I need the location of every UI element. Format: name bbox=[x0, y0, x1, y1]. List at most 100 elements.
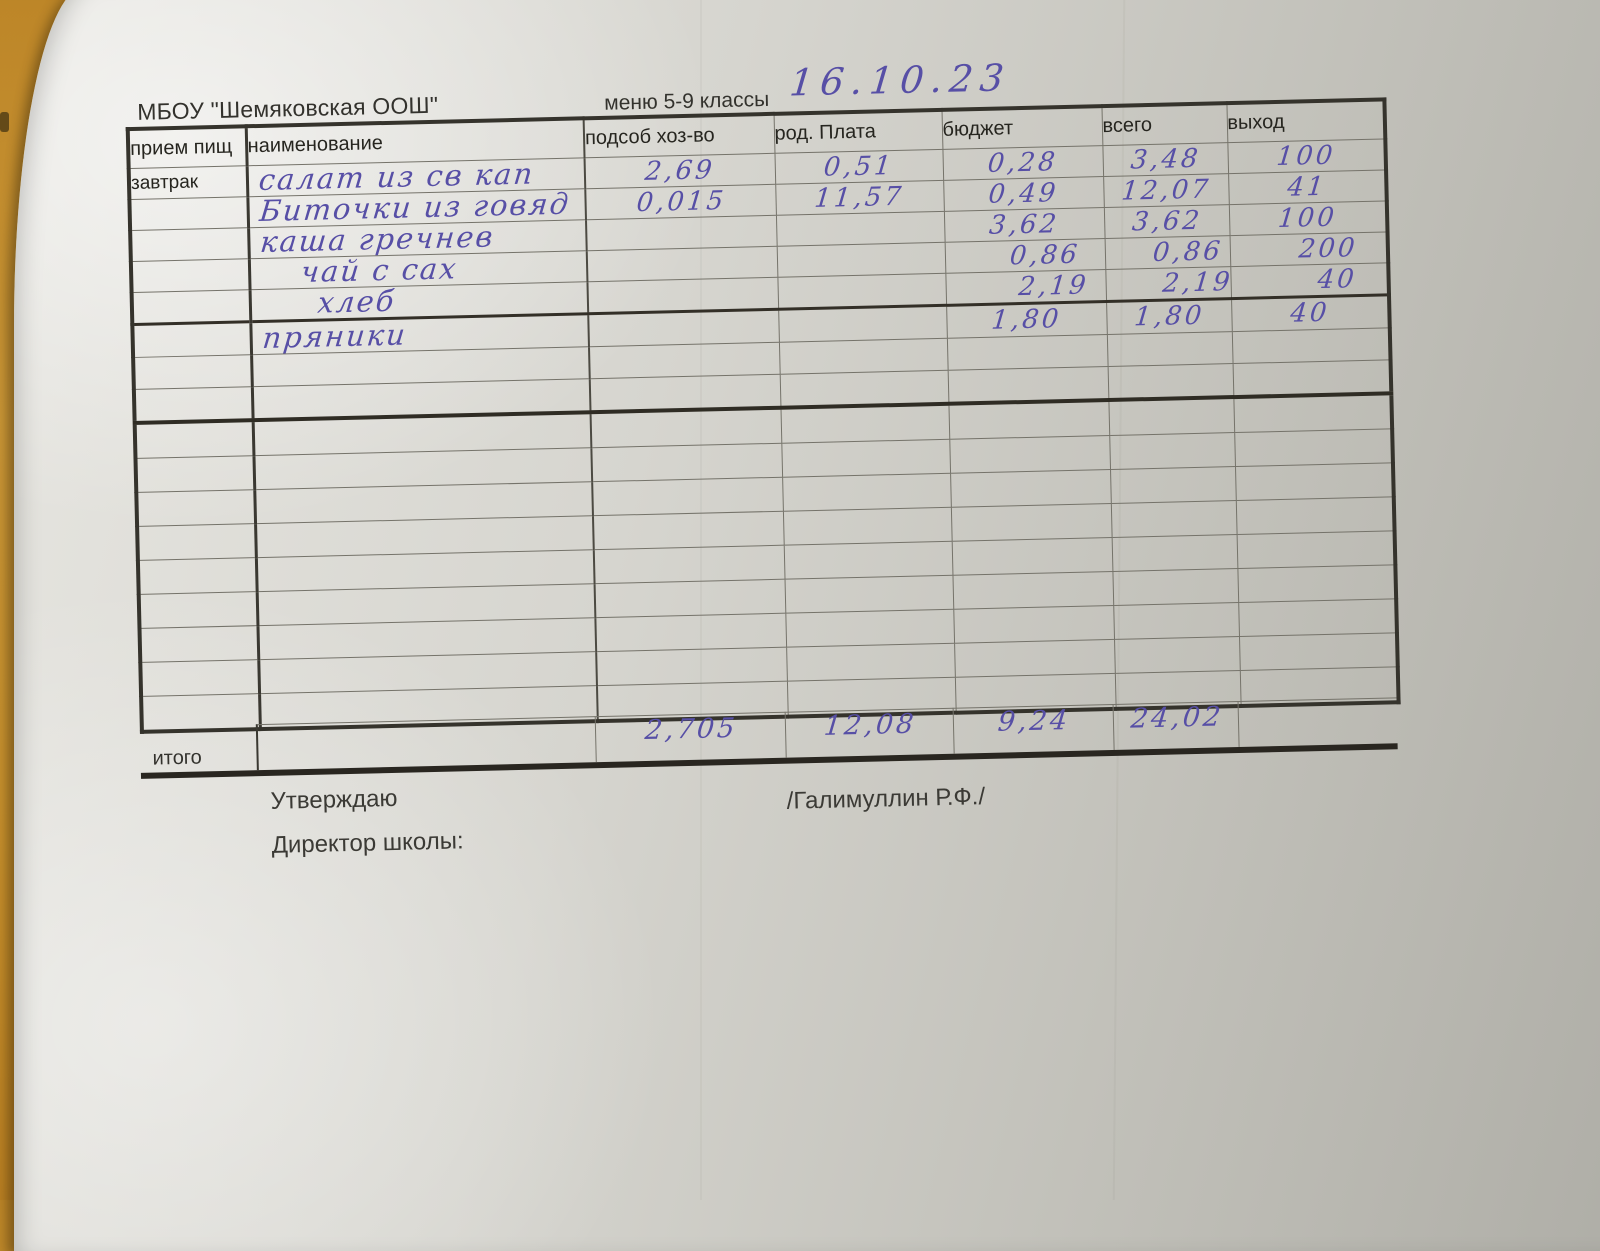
meal-cell bbox=[137, 557, 257, 595]
out-cell: 100 bbox=[1227, 138, 1387, 174]
podsob-cell bbox=[587, 277, 779, 314]
out-cell bbox=[1236, 530, 1396, 569]
total-cell: 3,48 bbox=[1102, 142, 1229, 177]
handwritten-value: 40 bbox=[1315, 263, 1358, 295]
director-signature: /Галимуллин Р.Ф./ bbox=[786, 783, 986, 815]
podsob-cell bbox=[592, 511, 784, 550]
meal-cell bbox=[130, 258, 250, 293]
meal-cell: завтрак bbox=[128, 165, 248, 200]
budget-cell bbox=[947, 366, 1109, 404]
handwritten-dish: хлеб bbox=[315, 283, 397, 320]
podsob-cell bbox=[589, 374, 781, 413]
meal-cell bbox=[136, 489, 256, 527]
totals-podsob-cell: 2,705 bbox=[595, 711, 787, 763]
budget-cell: 0,49 bbox=[943, 176, 1104, 212]
total-cell bbox=[1110, 466, 1236, 504]
handwritten-value: 100 bbox=[1275, 140, 1337, 172]
handwritten-value: 3,62 bbox=[987, 208, 1061, 241]
out-cell: 40 bbox=[1230, 262, 1389, 299]
rod-cell bbox=[786, 643, 955, 682]
meal-cell bbox=[131, 289, 251, 325]
meal-cell bbox=[132, 321, 252, 358]
handwritten-value: 40 bbox=[1288, 297, 1331, 329]
out-cell bbox=[1231, 327, 1391, 364]
podsob-cell: 2,69 bbox=[584, 153, 776, 189]
folder-mark bbox=[0, 112, 9, 132]
rod-cell bbox=[780, 403, 950, 444]
director-label: Директор школы: bbox=[271, 827, 464, 859]
total-cell bbox=[1107, 363, 1234, 401]
handwritten-value: 100 bbox=[1276, 202, 1339, 234]
out-cell: 100 bbox=[1228, 200, 1388, 236]
handwritten-value: 41 bbox=[1285, 171, 1328, 203]
rod-cell bbox=[783, 541, 953, 580]
total-cell bbox=[1113, 602, 1239, 640]
handwritten-value: 2,19 bbox=[1160, 266, 1234, 299]
budget-cell: 3,62 bbox=[943, 207, 1105, 243]
handwritten-value: 11,57 bbox=[813, 181, 906, 214]
rod-cell: 11,57 bbox=[775, 180, 944, 216]
rod-cell bbox=[784, 575, 954, 614]
meal-cell bbox=[129, 196, 249, 231]
col-header-total: всего bbox=[1101, 103, 1228, 146]
budget-cell bbox=[948, 400, 1110, 440]
podsob-cell bbox=[592, 477, 783, 516]
total-cell bbox=[1114, 636, 1240, 674]
col-header-out: выход bbox=[1226, 99, 1386, 143]
budget-cell bbox=[953, 605, 1115, 644]
total-cell: 12,07 bbox=[1103, 173, 1229, 208]
meal-cell bbox=[130, 227, 249, 262]
menu-table: прием пищ наименование подсоб хоз-во род… bbox=[125, 97, 1401, 734]
handwritten-total: 2,705 bbox=[643, 712, 740, 746]
rod-cell bbox=[778, 305, 947, 343]
paper-crease bbox=[700, 0, 702, 1200]
totals-label: итого bbox=[139, 724, 259, 773]
budget-cell bbox=[954, 639, 1115, 678]
out-cell bbox=[1238, 598, 1397, 637]
out-cell bbox=[1237, 564, 1397, 603]
budget-cell: 0,86 bbox=[944, 238, 1106, 274]
handwritten-value: 3,62 bbox=[1130, 205, 1204, 237]
budget-cell: 0,28 bbox=[942, 145, 1104, 181]
total-cell bbox=[1109, 432, 1235, 470]
total-cell: 1,80 bbox=[1106, 298, 1232, 335]
total-cell bbox=[1108, 397, 1235, 436]
budget-cell bbox=[950, 469, 1111, 508]
col-header-budget: бюджет bbox=[941, 106, 1103, 150]
out-cell bbox=[1234, 462, 1394, 501]
approve-label: Утверждаю bbox=[270, 784, 398, 815]
totals-out-cell bbox=[1238, 697, 1398, 748]
podsob-cell bbox=[593, 545, 785, 584]
podsob-cell bbox=[596, 647, 787, 686]
rod-cell bbox=[775, 211, 945, 247]
meal-cell bbox=[139, 625, 259, 663]
handwritten-value: 1,80 bbox=[990, 304, 1063, 336]
handwritten-value: 0,86 bbox=[1150, 235, 1224, 268]
budget-cell: 2,19 bbox=[945, 269, 1107, 306]
meal-cell bbox=[133, 386, 253, 423]
total-cell bbox=[1110, 500, 1237, 538]
handwritten-value: 2,19 bbox=[1017, 269, 1091, 302]
out-cell bbox=[1235, 496, 1395, 535]
budget-cell bbox=[950, 503, 1112, 542]
rod-cell bbox=[785, 609, 955, 648]
out-cell: 41 bbox=[1228, 169, 1387, 205]
podsob-cell bbox=[588, 309, 779, 347]
rod-cell: 0,51 bbox=[774, 149, 944, 185]
rod-cell bbox=[777, 273, 947, 310]
handwritten-value: 0,51 bbox=[822, 150, 896, 183]
total-cell bbox=[1112, 568, 1239, 606]
out-cell bbox=[1238, 632, 1398, 671]
totals-budget-cell: 9,24 bbox=[953, 703, 1115, 754]
budget-cell bbox=[952, 571, 1114, 610]
rod-cell bbox=[778, 338, 948, 375]
podsob-cell bbox=[594, 579, 786, 618]
handwritten-dish: пряники bbox=[260, 316, 409, 355]
handwritten-value: 1,80 bbox=[1132, 300, 1206, 333]
total-cell bbox=[1106, 331, 1233, 367]
out-cell: 40 bbox=[1231, 294, 1390, 332]
totals-total-cell: 24,02 bbox=[1113, 701, 1240, 750]
total-cell: 3,62 bbox=[1103, 204, 1230, 239]
handwritten-value: 2,69 bbox=[643, 154, 717, 187]
handwritten-total: 12,08 bbox=[822, 708, 919, 742]
